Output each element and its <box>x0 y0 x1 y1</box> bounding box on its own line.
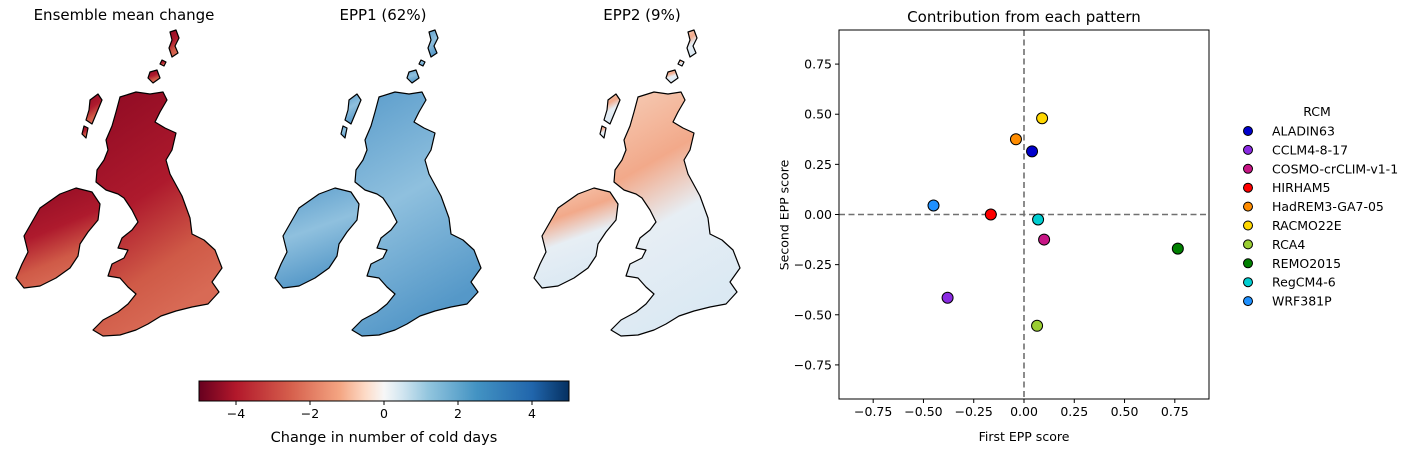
scatter-point <box>1009 133 1022 146</box>
colorbar-tick-label: 0 <box>380 406 388 421</box>
colorbar-label: Change in number of cold days <box>271 430 498 446</box>
scatter-point <box>1036 112 1049 125</box>
legend-marker <box>1243 239 1253 250</box>
legend-marker <box>1243 277 1253 288</box>
legend-marker <box>1243 258 1253 269</box>
legend-marker <box>1243 144 1253 155</box>
map-title-ensemble: Ensemble mean change <box>33 6 215 24</box>
y-axis-label: Second EPP score <box>780 159 791 270</box>
scatter-point <box>1038 233 1051 246</box>
x-tick-label: 0.50 <box>1111 404 1139 419</box>
scatter-point <box>927 199 940 212</box>
x-axis-label: First EPP score <box>979 429 1070 444</box>
map-title-epp1: EPP1 (62%) <box>339 6 427 24</box>
scatter-point <box>1031 319 1044 332</box>
x-tick-label: 0.75 <box>1161 404 1189 419</box>
scatter-point <box>1032 213 1045 226</box>
legend-label: RCA4 <box>1272 237 1305 252</box>
colorbar-tick-label: 4 <box>528 406 536 421</box>
legend-marker <box>1243 182 1253 193</box>
y-tick-label: 0.25 <box>804 157 832 172</box>
x-tick-label: 0.00 <box>1010 404 1038 419</box>
legend-label: HadREM3-GA7-05 <box>1272 199 1384 214</box>
map-epp1 <box>274 29 482 337</box>
legend-label: RACMO22E <box>1272 218 1342 233</box>
legend-marker <box>1243 126 1253 136</box>
x-tick-label: 0.25 <box>1060 404 1088 419</box>
scatter-point <box>984 208 997 221</box>
y-tick-label: 0.75 <box>804 57 832 72</box>
legend-marker <box>1243 220 1253 231</box>
colorbar-tick-label: −4 <box>227 406 245 421</box>
colorbar-ticks: −4 −2 0 2 4 <box>227 401 536 421</box>
scatter-chart: Contribution from each pattern −0.75 −0.5… <box>780 8 1398 444</box>
y-tick-label: −0.75 <box>794 357 832 372</box>
legend-label: HIRHAM5 <box>1272 180 1330 195</box>
legend-marker <box>1243 296 1253 307</box>
legend-label: CCLM4-8-17 <box>1272 142 1348 157</box>
y-tick-label: −0.50 <box>794 307 832 322</box>
map-epp2 <box>533 29 741 337</box>
legend-label: REMO2015 <box>1272 256 1341 271</box>
map-ensemble-mean <box>15 29 223 337</box>
x-tick-label: −0.75 <box>854 404 892 419</box>
legend-title: RCM <box>1303 104 1331 119</box>
colorbar <box>198 380 570 402</box>
scatter-point <box>941 291 954 304</box>
legend-marker <box>1243 163 1253 174</box>
legend-label: WRF381P <box>1272 294 1332 309</box>
x-tick-label: −0.50 <box>904 404 942 419</box>
y-tick-label: 0.50 <box>804 107 832 122</box>
scatter-point <box>1026 145 1039 158</box>
uk-maps: −4 −2 0 2 4 Change in number of cold days <box>15 29 741 446</box>
colorbar-tick-label: 2 <box>454 406 462 421</box>
legend-label: ALADIN63 <box>1272 124 1335 139</box>
map-title-epp2: EPP2 (9%) <box>603 6 681 24</box>
scatter-point <box>1171 242 1184 255</box>
legend-marker <box>1243 201 1253 212</box>
y-tick-label: 0.00 <box>804 207 832 222</box>
legend-label: RegCM4-6 <box>1272 275 1336 290</box>
legend: ALADIN63 CCLM4-8-17 COSMO-crCLIM-v1-1 HIRHA… <box>1243 124 1398 309</box>
x-tick-label: −0.25 <box>955 404 993 419</box>
legend-label: COSMO-crCLIM-v1-1 <box>1272 161 1398 176</box>
y-tick-label: −0.25 <box>794 257 832 272</box>
chart-title: Contribution from each pattern <box>907 8 1141 26</box>
colorbar-tick-label: −2 <box>301 406 319 421</box>
